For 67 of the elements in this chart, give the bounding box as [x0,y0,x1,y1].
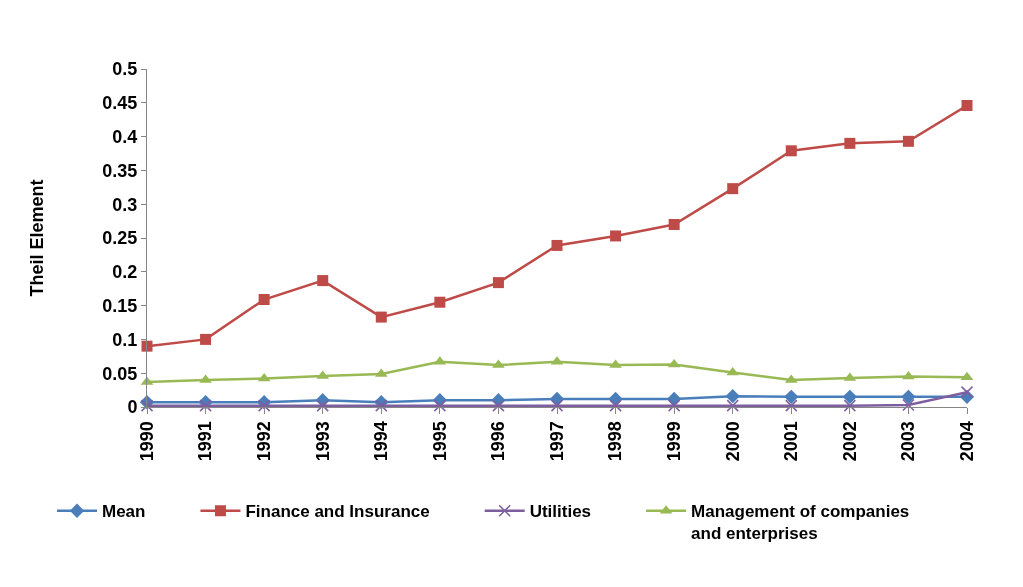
point [140,399,154,412]
x-tick-label: 2000 [722,421,743,462]
x-tick-label: 1999 [663,421,684,462]
point [842,389,858,405]
point [784,389,799,405]
x-tick-label: 1997 [546,421,567,462]
point [550,399,564,412]
point [492,277,504,289]
y-tick-label: 0.05 [102,363,138,384]
legend-label: Mean [102,502,146,522]
point [375,311,387,323]
point [844,137,856,149]
point [375,399,388,412]
x-tick-label: 1990 [136,421,157,462]
point [551,239,563,251]
legend-label: Management of companies and enterprises [691,502,910,544]
legend-label: Utilities [529,502,592,522]
y-tick-label: 0 [127,397,138,418]
y-tick-label: 0.2 [112,262,138,283]
y-tick-label: 0.3 [112,194,138,215]
y-tick-label: 0.35 [102,160,138,181]
point [960,371,974,381]
point [257,399,271,412]
y-axis-title: Theil Element [26,179,47,297]
x-tick-label: 2004 [956,421,977,462]
y-tick-label: 0.5 [112,59,138,80]
point [726,399,739,412]
x-tick-label: 2001 [781,421,802,462]
point [492,399,505,412]
point [200,333,212,345]
point [667,358,681,368]
point [668,218,680,230]
x-tick-label: 1998 [605,421,626,462]
point [317,275,329,287]
y-tick-label: 0.15 [102,295,138,316]
legend-label: Finance and Insurance [245,502,430,522]
point [902,135,914,147]
x-tick-label: 1992 [253,421,274,462]
point [609,399,622,412]
point [141,340,153,352]
point [199,399,212,412]
y-tick-label: 0.1 [112,329,138,350]
point [434,296,446,308]
point [843,399,857,412]
point [902,398,915,412]
y-tick-label: 0.45 [102,93,138,114]
x-tick-label: 1993 [312,421,333,462]
point [960,385,974,399]
point [258,294,270,306]
x-tick-label: 1994 [371,421,392,462]
point [785,399,798,412]
point [433,399,447,412]
x-tick-label: 2003 [898,421,919,462]
x-tick-label: 1991 [195,421,216,462]
y-tick-label: 0.4 [112,126,138,147]
x-tick-label: 1996 [488,421,509,462]
point [667,399,681,412]
point [727,183,739,195]
point [785,145,797,157]
point [961,100,973,111]
point [316,399,329,412]
x-tick-label: 1995 [429,421,450,462]
point [610,230,622,242]
x-tick-label: 2002 [839,421,860,462]
y-tick-label: 0.25 [102,228,138,249]
point [725,389,740,404]
point [901,389,916,405]
